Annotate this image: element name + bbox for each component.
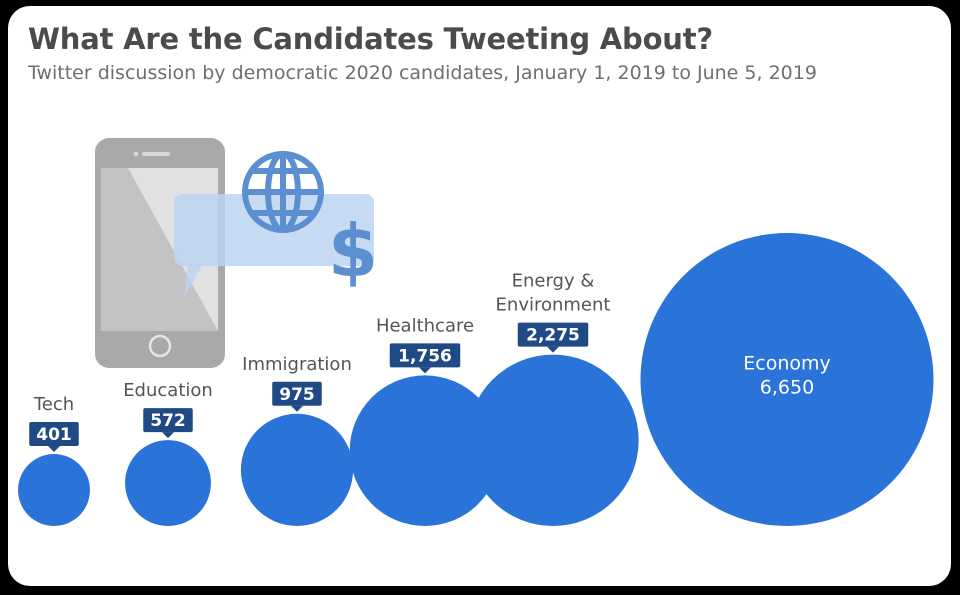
- bubble-tech: [18, 454, 90, 526]
- bubble-immigration: [240, 413, 354, 526]
- svg-text:$: $: [328, 209, 378, 293]
- infographic-card: What Are the Candidates Tweeting About? …: [8, 6, 951, 586]
- bubble-education: [125, 440, 211, 526]
- value-badge-pointer-education: [162, 432, 174, 439]
- category-label-immigration: Immigration: [242, 354, 352, 375]
- value-label-immigration: 975: [279, 385, 315, 405]
- value-label-education: 572: [150, 411, 186, 431]
- value-badge-pointer-immigration: [291, 405, 303, 412]
- category-label-education: Education: [123, 380, 213, 401]
- dollar-icon: $: [328, 209, 378, 293]
- category-label-healthcare: Healthcare: [376, 315, 474, 336]
- bubble-energy-environment: [467, 354, 639, 526]
- value-badge-pointer-tech: [48, 446, 60, 453]
- value-label-economy: 6,650: [760, 377, 814, 399]
- category-label-economy: Economy: [743, 353, 831, 375]
- bubble-healthcare: [349, 375, 501, 526]
- value-badge-education: [143, 408, 193, 433]
- value-badge-healthcare: [389, 343, 461, 368]
- value-label-tech: 401: [36, 425, 72, 445]
- category-label-tech: Tech: [33, 394, 74, 415]
- bubble-chart: $ 401 Tech 572 Education 975 Immigration 1,756…: [18, 138, 934, 526]
- bubbles-group: 401 Tech 572 Education 975 Immigration 1,756 He…: [18, 233, 934, 526]
- bubble-economy: [640, 233, 934, 526]
- value-badge-energy-environment: [517, 322, 589, 347]
- value-badge-immigration: [272, 381, 322, 406]
- value-label-energy-environment: 2,275: [526, 326, 580, 346]
- globe-icon: [242, 151, 324, 233]
- chart-subtitle: Twitter discussion by democratic 2020 ca…: [28, 62, 817, 84]
- value-label-healthcare: 1,756: [398, 346, 452, 366]
- category-label-energy-environment-line-2: Environment: [496, 295, 611, 316]
- category-label-energy-environment-line-1: Energy &: [512, 271, 595, 292]
- value-badge-tech: [29, 422, 79, 447]
- value-badge-pointer-healthcare: [419, 367, 431, 374]
- chart-title: What Are the Candidates Tweeting About?: [28, 22, 714, 56]
- value-badge-pointer-energy-environment: [547, 346, 559, 353]
